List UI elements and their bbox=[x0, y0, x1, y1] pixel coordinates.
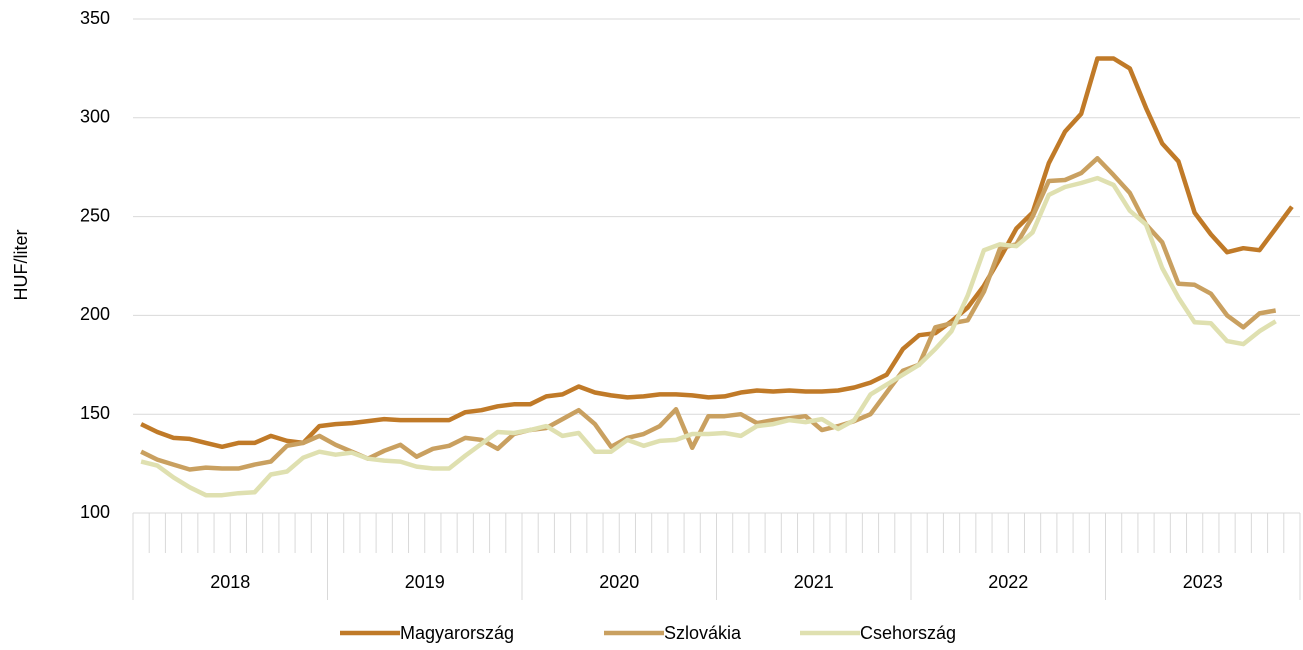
y-tick-label: 200 bbox=[80, 304, 110, 324]
y-axis-label: HUF/liter bbox=[11, 229, 31, 300]
x-tick-label: 2021 bbox=[794, 572, 834, 592]
y-tick-label: 300 bbox=[80, 107, 110, 127]
series-line bbox=[140, 56, 1294, 450]
legend-label: Csehország bbox=[860, 623, 956, 643]
x-tick-label: 2019 bbox=[405, 572, 445, 592]
x-tick-label: 2023 bbox=[1183, 572, 1223, 592]
x-tick-label: 2022 bbox=[988, 572, 1028, 592]
y-tick-label: 350 bbox=[80, 8, 110, 28]
y-tick-label: 100 bbox=[80, 502, 110, 522]
y-tick-label: 250 bbox=[80, 205, 110, 225]
x-tick-label: 2020 bbox=[599, 572, 639, 592]
legend-label: Szlovákia bbox=[664, 623, 742, 643]
series-line bbox=[140, 175, 1277, 498]
y-tick-label: 150 bbox=[80, 403, 110, 423]
series-line bbox=[140, 156, 1277, 472]
legend-label: Magyarország bbox=[400, 623, 514, 643]
x-tick-label: 2018 bbox=[210, 572, 250, 592]
